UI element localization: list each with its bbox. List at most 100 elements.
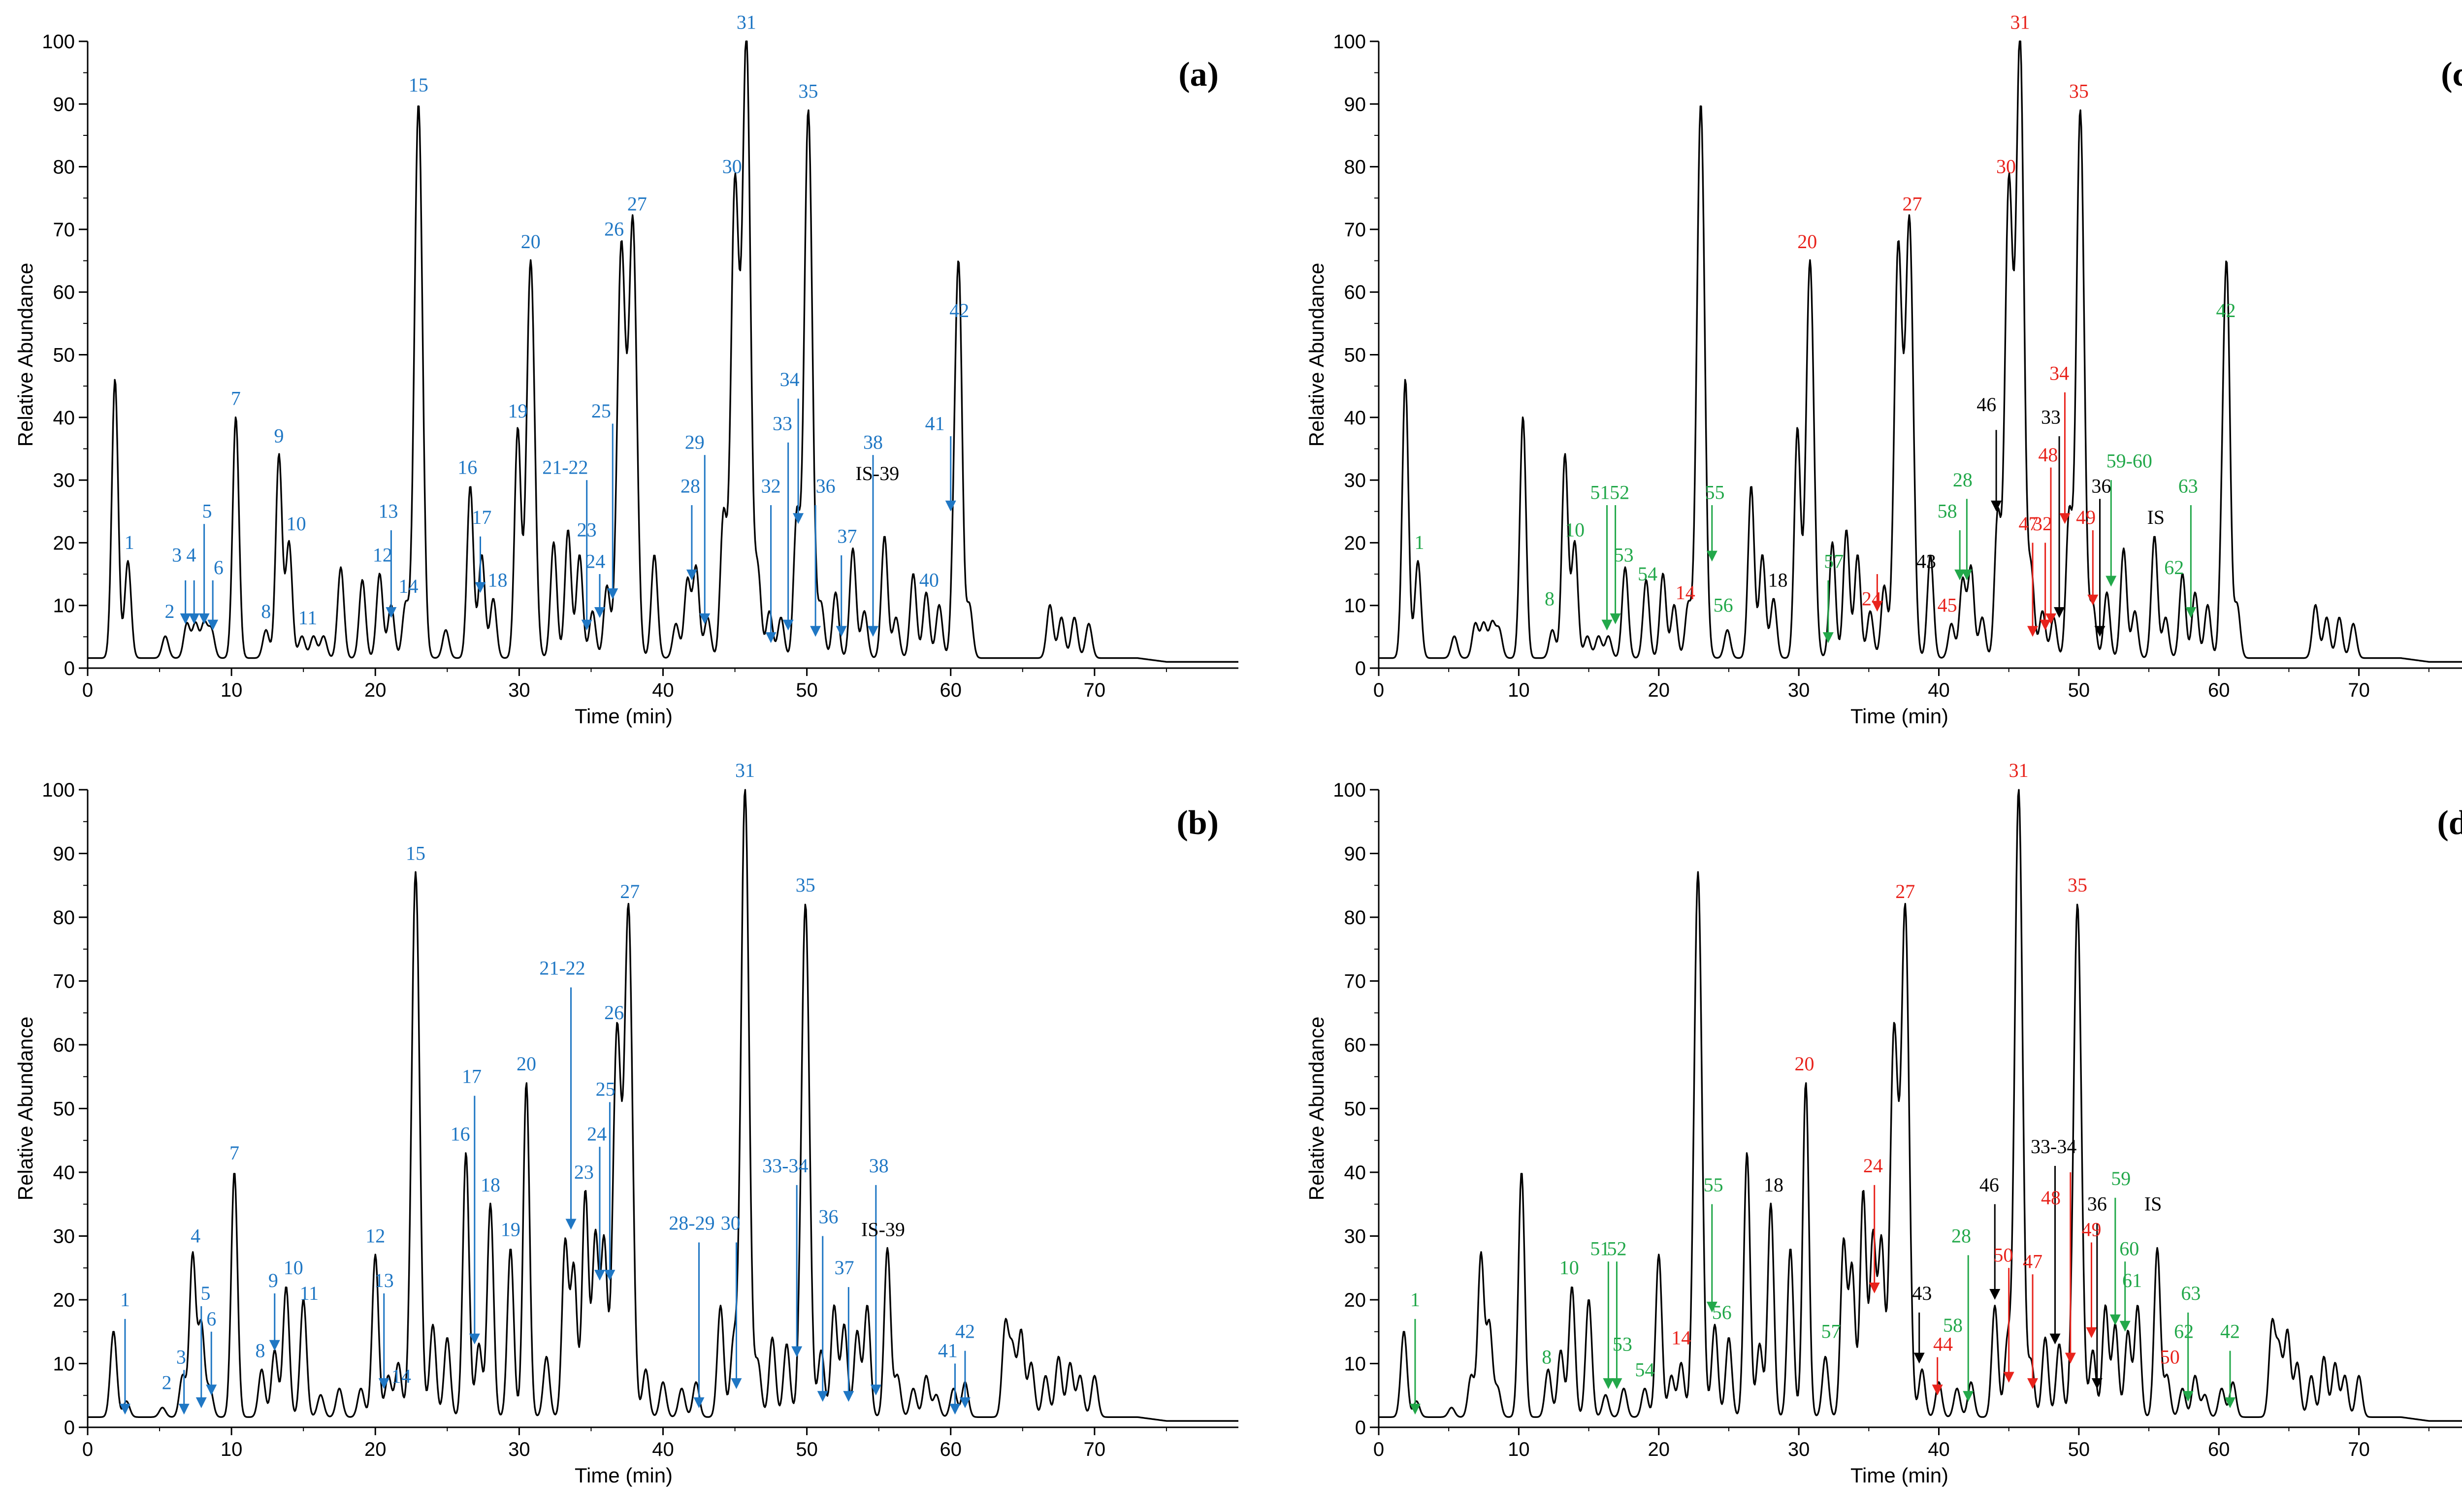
peak-arrow [269, 1293, 280, 1351]
peak-label: 35 [799, 80, 818, 102]
peak-arrow [604, 1102, 616, 1281]
peak-arrow [565, 987, 577, 1230]
peak-arrow-head [699, 613, 711, 624]
peak-label: 31 [737, 11, 756, 33]
peak-label: 6 [206, 1308, 216, 1330]
y-axis-title: Relative Abundance [14, 263, 37, 447]
peak-arrow [475, 536, 486, 593]
x-tick-label: 50 [796, 679, 818, 701]
peak-label: 45 [1938, 594, 1957, 616]
peak-label: 18 [488, 569, 508, 591]
peak-arrow-head [1954, 569, 1966, 580]
peak-arrow [731, 1242, 742, 1389]
peak-arrow [206, 1331, 217, 1396]
peak-arrow [1706, 1204, 1717, 1313]
peak-arrow-head [607, 588, 618, 599]
peak-arrow-head [1409, 1404, 1421, 1415]
y-tick-label: 10 [1344, 595, 1366, 617]
peak-label: 12 [373, 544, 392, 566]
peak-arrow [1961, 499, 1973, 580]
peak-label: 20 [517, 1053, 536, 1075]
peak-arrow [386, 530, 397, 618]
peak-arrow [207, 580, 219, 631]
peak-label: 38 [863, 431, 883, 453]
peak-label: 41 [938, 1340, 958, 1362]
peak-label: 35 [2069, 80, 2089, 102]
peak-label: 43 [1912, 1282, 1932, 1304]
peak-label: 21-22 [542, 456, 588, 478]
peak-label: 47 [2023, 1250, 2042, 1272]
y-tick-label: 90 [1344, 843, 1366, 865]
peak-label: 48 [2038, 444, 2058, 466]
peak-label: 60 [2119, 1237, 2139, 1259]
x-tick-label: 10 [1508, 1439, 1530, 1460]
x-tick-label: 0 [1373, 679, 1384, 701]
peak-label: 24 [587, 1123, 607, 1145]
peak-arrow [1603, 1261, 1614, 1389]
x-tick-label: 10 [1508, 679, 1530, 701]
peak-arrow-head [2054, 607, 2065, 618]
peak-arrow [2091, 1223, 2103, 1389]
x-tick-label: 20 [364, 1439, 387, 1460]
peak-arrow [2094, 499, 2106, 637]
peak-arrow-head [1991, 500, 2002, 512]
peak-arrow-head [1989, 1289, 2001, 1300]
peak-label: 5 [202, 500, 212, 522]
peak-arrow [1932, 1357, 1943, 1396]
y-tick-label: 20 [1344, 532, 1366, 554]
peak-label: IS [2147, 506, 2165, 528]
peak-label: 27 [620, 880, 640, 902]
peak-label: 3 [172, 544, 182, 566]
peak-label: 2 [165, 600, 175, 622]
peak-arrow-head [1611, 1378, 1622, 1389]
peak-arrow-head [2003, 1372, 2014, 1383]
peak-arrow-head [1706, 550, 1717, 562]
peak-arrow [2045, 467, 2056, 624]
peak-label: 12 [365, 1224, 385, 1247]
peak-arrow-head [1872, 601, 1883, 612]
panel-a: 0 10 20 30 40 50 60 70 80 90 100 0 10 20 30 40 50 60 70 Tim… [14, 11, 1238, 728]
peak-label: 55 [1705, 481, 1725, 503]
peak-arrow [119, 1319, 130, 1415]
peak-label: 20 [521, 230, 541, 253]
peak-arrow [2087, 530, 2099, 606]
peak-label: 6 [214, 556, 224, 579]
peak-label: 16 [457, 456, 477, 478]
peak-arrow [959, 1351, 971, 1409]
peak-label: 1 [1414, 531, 1424, 553]
peak-arrow-head [686, 569, 697, 580]
peak-arrow-head [119, 1404, 130, 1415]
peak-arrow-head [765, 632, 777, 643]
panel-label: (c) [2441, 56, 2462, 94]
peak-label: 49 [2081, 1219, 2101, 1241]
peak-label: 2 [162, 1371, 172, 1393]
peak-arrow-head [2225, 1397, 2235, 1409]
peak-arrow [2119, 1261, 2131, 1332]
peak-arrow-head [1963, 1391, 1974, 1402]
peak-label: 52 [1610, 481, 1629, 503]
y-tick-label: 100 [42, 31, 75, 53]
peak-arrow-head [1601, 619, 1613, 631]
peak-label: 14 [1671, 1327, 1691, 1349]
x-tick-label: 70 [1084, 1439, 1106, 1460]
peak-arrow-head [693, 1397, 705, 1409]
peak-arrow [793, 398, 804, 524]
peak-arrow-head [178, 1404, 190, 1415]
x-tick-label: 30 [508, 679, 530, 701]
peak-arrow-head [945, 500, 956, 512]
peak-label: 8 [1542, 1346, 1552, 1368]
peak-label: 47 [2019, 513, 2039, 535]
peak-label: 62 [2164, 556, 2184, 579]
peak-arrow [469, 1095, 480, 1345]
peak-arrow-head [195, 1397, 207, 1409]
peak-label: 54 [1638, 563, 1657, 585]
peak-label: 8 [261, 600, 271, 622]
peak-arrow [2182, 1312, 2194, 1402]
x-tick-label: 70 [2348, 1439, 2370, 1460]
peak-arrow-head [2027, 1378, 2039, 1389]
peak-label: 42 [2220, 1320, 2240, 1343]
y-tick-label: 50 [53, 1098, 75, 1120]
y-tick-label: 80 [1344, 907, 1366, 929]
peak-arrow [1991, 430, 2002, 512]
peak-label: 29 [685, 431, 705, 453]
